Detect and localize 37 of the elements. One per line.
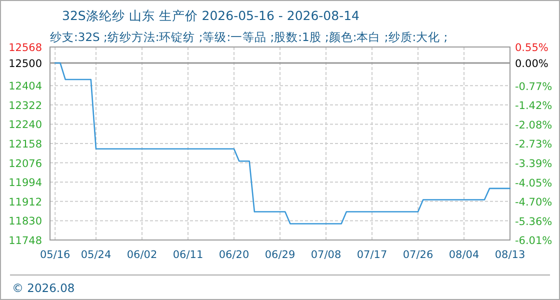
y2-tick-label: -2.73% xyxy=(515,138,552,150)
x-tick-label: 08/04 xyxy=(448,249,480,261)
x-tick-label: 08/13 xyxy=(494,249,526,261)
y2-tick-label: -5.36% xyxy=(515,216,552,228)
text: © 2026.08 xyxy=(12,281,75,295)
y2-tick-label: 0.55% xyxy=(515,42,548,54)
line-series xyxy=(54,62,511,224)
y2-tick-label: -1.42% xyxy=(515,100,552,112)
y-tick-label: 12500 xyxy=(8,58,42,70)
x-tick-label: 05/24 xyxy=(80,249,112,261)
y-tick-label: 12568 xyxy=(8,42,42,54)
y-tick-label: 12240 xyxy=(8,119,42,132)
y2-tick-label: -6.01% xyxy=(515,235,552,247)
y-tick-label: 12076 xyxy=(8,158,42,170)
y2-tick-label: -4.70% xyxy=(515,196,552,208)
x-tick-label: 05/16 xyxy=(40,249,71,261)
y2-tick-label: -2.08% xyxy=(515,119,552,132)
y-tick-label: 11830 xyxy=(8,216,42,228)
x-tick-label: 07/17 xyxy=(356,249,388,261)
y-tick-label: 12322 xyxy=(8,100,42,112)
x-tick-label: 06/20 xyxy=(218,249,250,261)
x-tick-label: 06/11 xyxy=(172,249,204,261)
x-tick-label: 07/08 xyxy=(310,249,342,261)
y-tick-label: 11912 xyxy=(8,196,42,208)
x-tick-label: 06/02 xyxy=(126,249,158,261)
y-tick-label: 12158 xyxy=(8,138,42,150)
chart-subtitle: 纱支:32S ;纺纱方法:环锭纺 ;等级:一等品 ;股数:1股 ;颜色:本白 ;纱质:大化 ; xyxy=(50,30,448,44)
y2-tick-label: -4.05% xyxy=(515,177,552,190)
y2-tick-label: -3.39% xyxy=(515,158,552,170)
chart-title: 32S涤纶纱 山东 生产价 2026-05-16 - 2026-08-14 xyxy=(62,8,360,23)
y2-tick-label: 0.00% xyxy=(515,58,548,70)
y2-tick-label: -0.77% xyxy=(515,80,552,93)
y-tick-label: 12404 xyxy=(8,80,42,93)
y-tick-label: 11994 xyxy=(8,177,42,190)
x-tick-label: 06/29 xyxy=(264,249,296,261)
y-tick-label: 11748 xyxy=(8,235,42,247)
x-tick-label: 07/26 xyxy=(402,249,434,261)
